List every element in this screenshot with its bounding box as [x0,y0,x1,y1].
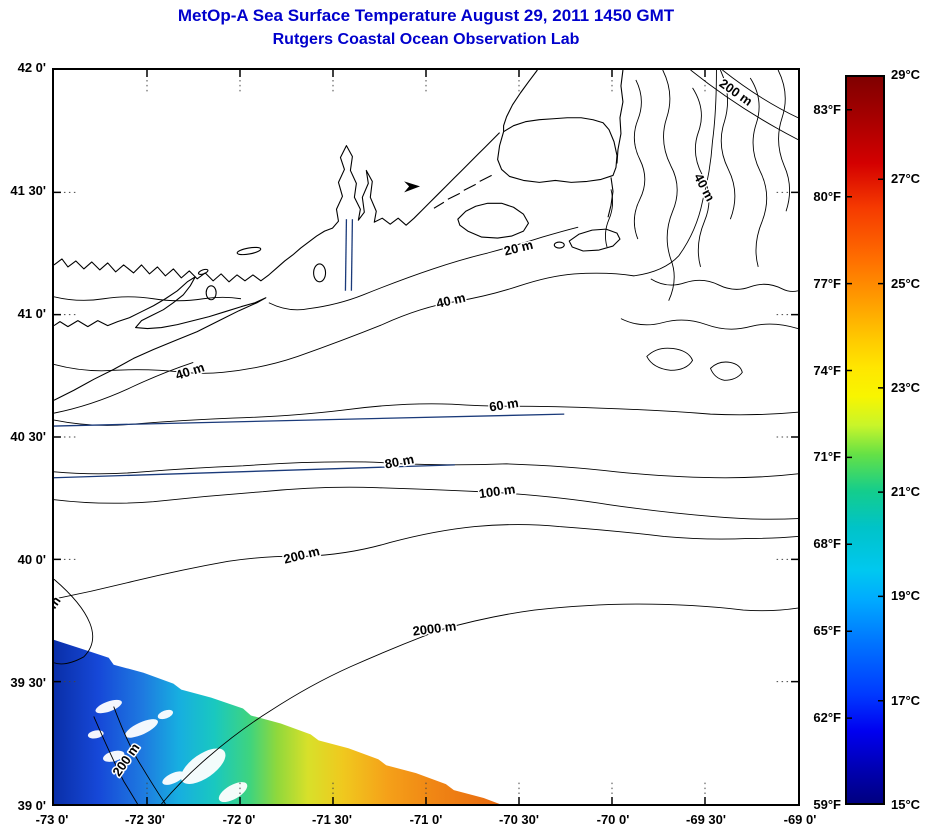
colorbar-fahrenheit-label: 77°F [813,276,841,291]
contour-label: 80 m [383,451,415,471]
colorbar-celsius-label: 17°C [891,693,921,708]
y-tick-label: 39 0' [17,798,46,813]
colorbar-fahrenheit-label: 83°F [813,102,841,117]
colorbar-celsius-label: 27°C [891,171,921,186]
transect-lines [53,219,565,479]
y-tick-label: 42 0' [17,60,46,75]
x-tick-label: -69 30' [686,812,726,827]
x-tick-label: -73 0' [35,812,69,827]
x-tick-label: -70 0' [596,812,630,827]
contour-label: 200 m [282,543,321,566]
axis-tick-marks [54,70,798,804]
x-tick-label: -70 30' [499,812,539,827]
colorbar-fahrenheit-label: 74°F [813,363,841,378]
colorbar-celsius-label: 29°C [891,67,921,82]
colorbar-celsius-label: 21°C [891,484,921,499]
contour-label: 100 m [478,481,516,501]
bathymetry-contours [53,69,799,805]
x-tick-label: -71 0' [409,812,443,827]
contour-label: m [54,593,64,611]
y-tick-label: 41 0' [17,306,46,321]
y-tick-label: 40 30' [10,429,46,444]
contour-label: 2000 m [412,618,457,638]
colorbar-fahrenheit-label: 62°F [813,710,841,725]
map-plot: 200 m 40 m 20 m 40 m 40 m 60 m 80 m 100 … [43,68,800,806]
x-tick-label: -71 30' [312,812,352,827]
coastline [53,69,624,401]
colorbar-fahrenheit-label: 65°F [813,623,841,638]
y-tick-label: 39 30' [10,675,46,690]
contour-label: 40 m [435,290,467,311]
y-tick-label: 41 30' [10,183,46,198]
colorbar-celsius-label: 23°C [891,380,921,395]
colorbar-fahrenheit-label: 68°F [813,536,841,551]
colorbar [845,75,885,805]
x-tick-label: -72 30' [125,812,165,827]
marker-arrow-icon [404,181,421,193]
figure-title: MetOp-A Sea Surface Temperature August 2… [177,6,675,25]
contour-label: 40 m [174,359,207,382]
colorbar-celsius-label: 15°C [891,797,921,812]
colorbar-fahrenheit-label: 59°F [813,797,841,812]
map-canvas: 200 m 40 m 20 m 40 m 40 m 60 m 80 m 100 … [43,69,799,805]
colorbar-celsius-label: 25°C [891,276,921,291]
sst-swath [54,639,500,804]
x-tick-label: -72 0' [222,812,256,827]
contour-label: 40 m [691,171,718,204]
contour-label: 60 m [488,395,519,414]
figure-subtitle: Rutgers Coastal Ocean Observation Lab [272,31,580,48]
cloud-gap [87,699,248,803]
contour-labels: 200 m 40 m 20 m 40 m 40 m 60 m 80 m 100 … [43,74,756,780]
colorbar-fahrenheit-label: 71°F [813,449,841,464]
colorbar-tick-marks [845,109,885,719]
colorbar-gradient [845,75,885,805]
colorbar-fahrenheit-label: 80°F [813,189,841,204]
contour-label: 20 m [502,237,534,259]
colorbar-celsius-label: 19°C [891,588,921,603]
y-tick-label: 40 0' [17,552,46,567]
x-tick-label: -69 0' [783,812,817,827]
